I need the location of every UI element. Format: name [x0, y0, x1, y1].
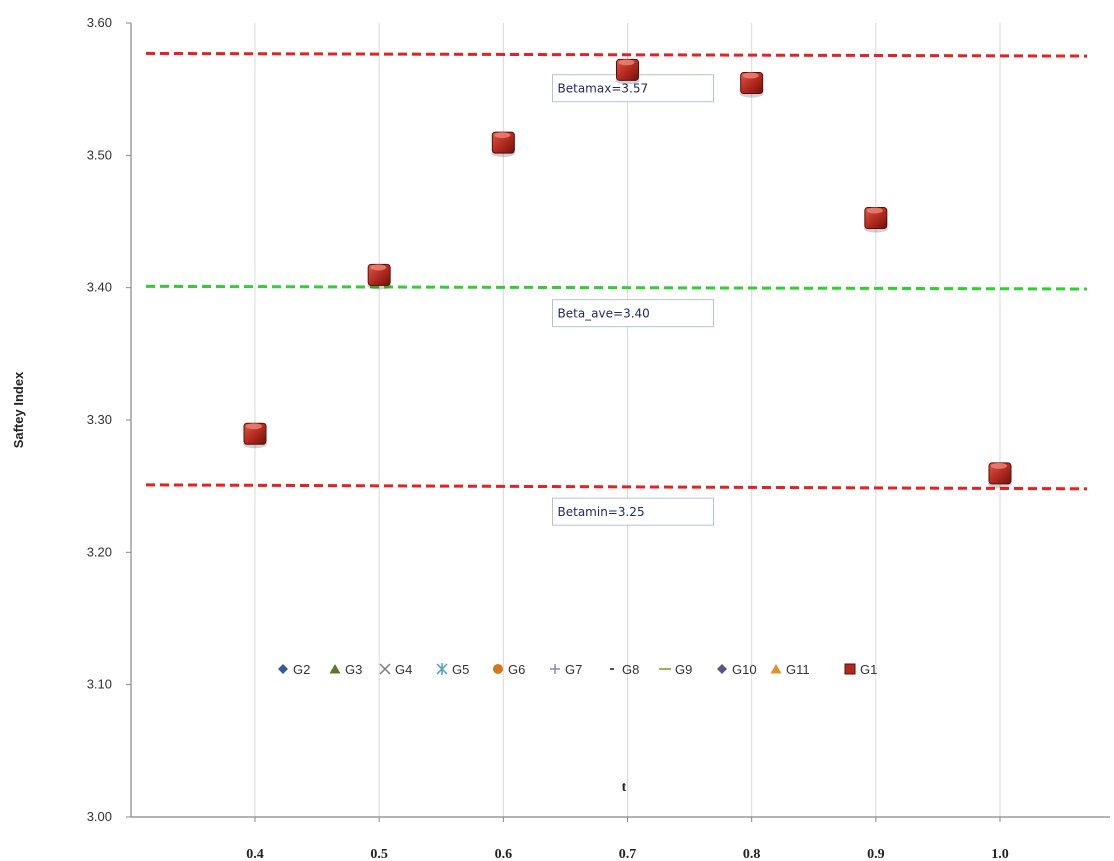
data-point	[739, 72, 764, 98]
x-tick-label: 0.4	[246, 847, 264, 861]
legend-label: G5	[452, 662, 469, 677]
annotation-label: Betamin=3.25	[558, 505, 645, 519]
legend-item: G9	[659, 662, 692, 677]
legend-item: G10	[717, 662, 757, 677]
x-tick-label: 1.0	[991, 847, 1009, 861]
legend-marker-diamond	[717, 664, 727, 674]
legend-marker-triangle	[770, 664, 782, 674]
point-highlight	[246, 423, 262, 430]
legend-label: G7	[565, 662, 582, 677]
legend-label: G2	[293, 662, 310, 677]
legend-item: G6	[493, 662, 525, 677]
legend-marker-square	[844, 663, 856, 675]
x-tick-label: 0.5	[370, 847, 388, 861]
legend-label: G8	[622, 662, 639, 677]
y-tick-label: 3.30	[87, 412, 112, 427]
point-highlight	[866, 207, 883, 214]
legend-marker-plus	[550, 664, 560, 674]
legend-item: G3	[329, 662, 362, 677]
legend-marker-triangle	[329, 664, 341, 674]
legend-label: G11	[786, 662, 810, 677]
legend-item: G5	[436, 662, 469, 677]
y-tick-label: 3.00	[87, 809, 112, 824]
y-tick-label: 3.10	[87, 677, 112, 692]
annotation-box	[552, 299, 715, 328]
legend-marker-star	[436, 663, 448, 675]
point-highlight	[742, 72, 759, 79]
reference-line	[145, 51, 1088, 58]
x-tick-label: 0.7	[619, 847, 637, 861]
data-point	[863, 207, 888, 233]
point-highlight	[494, 132, 511, 139]
legend-marker-diamond	[278, 664, 288, 674]
annotation-label: Beta_ave=3.40	[558, 307, 650, 321]
legend-item: G1	[844, 662, 877, 677]
legend-item: G11	[770, 662, 810, 677]
annotation-label: Betamax=3.57	[558, 82, 649, 96]
annotation-box	[552, 497, 715, 526]
data-point	[367, 263, 392, 290]
x-axis-title: t	[622, 780, 627, 795]
data-point	[988, 462, 1013, 488]
legend-item: G8	[610, 662, 639, 677]
legend-marker-circle	[493, 664, 503, 674]
legend-label: G1	[860, 662, 877, 677]
reference-lines	[145, 51, 1088, 491]
data-points	[243, 58, 1013, 488]
x-tick-label: 0.9	[867, 847, 885, 861]
y-tick-label: 3.20	[87, 544, 112, 559]
grid	[254, 23, 1001, 817]
legend-label: G4	[395, 662, 412, 677]
legend-item: G2	[278, 662, 310, 677]
legend-item: G7	[550, 662, 582, 677]
annotations: Betamax=3.57 Beta_ave=3.40 Betamin=3.25	[552, 74, 715, 526]
legend-label: G10	[732, 662, 757, 677]
data-point	[491, 131, 516, 158]
legend-label: G3	[345, 662, 362, 677]
data-point	[243, 422, 267, 449]
point-highlight	[618, 59, 635, 66]
legend-label: G9	[675, 662, 692, 677]
y-tick-label: 3.50	[87, 147, 112, 162]
y-axis-title: Saftey Index	[11, 371, 26, 448]
reference-line	[145, 483, 1088, 491]
x-tick-label: 0.6	[495, 847, 513, 861]
data-point	[615, 58, 640, 85]
reference-line	[145, 284, 1088, 291]
legend: G2 G3 G4 G5 G6 G7 G8 G9 G10 G11 G1	[278, 662, 877, 677]
point-highlight	[991, 462, 1008, 469]
axes: 0.4 0.5 0.6 0.7 0.8 0.9 1.0 3.00 3.10 3.20 3.30 3.4…	[87, 15, 1110, 861]
y-tick-label: 3.40	[87, 280, 112, 295]
legend-marker-x	[379, 663, 391, 675]
x-tick-label: 0.8	[743, 847, 761, 861]
legend-item: G4	[379, 662, 412, 677]
legend-label: G6	[508, 662, 525, 677]
y-tick-label: 3.60	[87, 15, 112, 30]
point-highlight	[370, 264, 387, 271]
